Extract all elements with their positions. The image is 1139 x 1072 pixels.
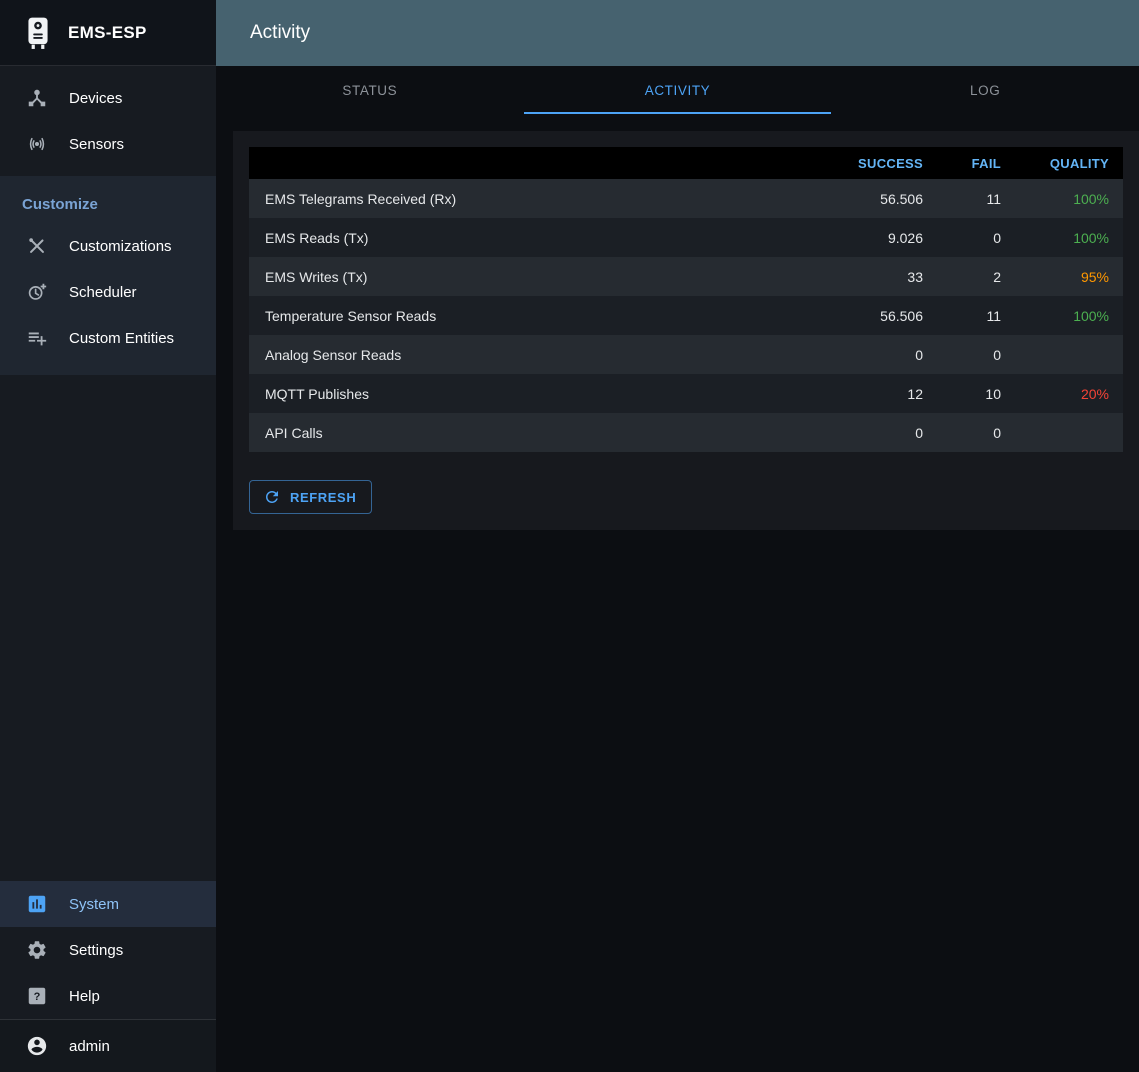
row-quality: 95% bbox=[1080, 268, 1109, 285]
app-logo-bar: EMS-ESP bbox=[0, 0, 216, 66]
table-row: API Calls 0 0 bbox=[249, 413, 1123, 452]
refresh-icon bbox=[263, 488, 281, 506]
tab-bar: STATUS ACTIVITY LOG bbox=[216, 66, 1139, 114]
sidebar-user[interactable]: admin bbox=[0, 1020, 216, 1072]
sidebar-spacer bbox=[0, 375, 216, 881]
sidebar-item-help[interactable]: ? Help bbox=[0, 973, 216, 1019]
tab-label: ACTIVITY bbox=[644, 82, 711, 98]
row-name: Temperature Sensor Reads bbox=[265, 307, 437, 324]
sidebar-item-devices[interactable]: Devices bbox=[0, 75, 216, 121]
row-fail: 0 bbox=[993, 346, 1001, 363]
active-tab-indicator bbox=[523, 112, 832, 114]
row-success: 12 bbox=[907, 385, 923, 402]
row-success: 0 bbox=[915, 346, 923, 363]
help-icon: ? bbox=[26, 985, 48, 1007]
sidebar-item-custom-entities[interactable]: Custom Entities bbox=[0, 315, 216, 361]
row-success: 9.026 bbox=[887, 229, 923, 246]
account-circle-icon bbox=[26, 1035, 48, 1057]
table-row: EMS Telegrams Received (Rx) 56.506 11 100% bbox=[249, 179, 1123, 218]
row-name: EMS Telegrams Received (Rx) bbox=[265, 190, 457, 207]
ems-esp-logo-icon bbox=[24, 16, 52, 50]
row-quality: 20% bbox=[1080, 385, 1109, 402]
page-title: Activity bbox=[250, 22, 311, 43]
sidebar-item-label: Customizations bbox=[69, 237, 172, 255]
refresh-button[interactable]: REFRESH bbox=[249, 480, 373, 514]
sidebar: EMS-ESP Devices Sensors Customize Customi… bbox=[0, 0, 216, 1072]
table-row: EMS Reads (Tx) 9.026 0 100% bbox=[249, 218, 1123, 257]
row-name: API Calls bbox=[265, 424, 323, 441]
bar-chart-icon bbox=[26, 893, 48, 915]
row-quality bbox=[1015, 413, 1123, 452]
tab-label: STATUS bbox=[342, 82, 398, 98]
activity-card: SUCCESS FAIL QUALITY EMS Telegrams Receive… bbox=[233, 131, 1139, 530]
tab-status[interactable]: STATUS bbox=[216, 66, 524, 114]
row-quality: 100% bbox=[1073, 229, 1109, 246]
row-fail: 10 bbox=[985, 385, 1001, 402]
table-header-row: SUCCESS FAIL QUALITY bbox=[249, 147, 1123, 179]
row-name: MQTT Publishes bbox=[265, 385, 369, 402]
gear-icon bbox=[26, 939, 48, 961]
row-quality: 100% bbox=[1073, 190, 1109, 207]
sidebar-item-label: System bbox=[69, 895, 120, 913]
user-name: admin bbox=[69, 1037, 110, 1055]
column-header-name bbox=[249, 147, 825, 179]
sidebar-item-scheduler[interactable]: Scheduler bbox=[0, 269, 216, 315]
sidebar-item-label: Scheduler bbox=[69, 283, 137, 301]
row-fail: 0 bbox=[993, 424, 1001, 441]
tab-label: LOG bbox=[970, 82, 1001, 98]
row-success: 56.506 bbox=[880, 190, 923, 207]
row-success: 0 bbox=[915, 424, 923, 441]
row-fail: 2 bbox=[993, 268, 1001, 285]
table-row: MQTT Publishes 12 10 20% bbox=[249, 374, 1123, 413]
row-name: Analog Sensor Reads bbox=[265, 346, 402, 363]
sidebar-item-customizations[interactable]: Customizations bbox=[0, 223, 216, 269]
sidebar-divider bbox=[0, 1019, 216, 1020]
app-bar: Activity bbox=[216, 0, 1139, 66]
tab-log[interactable]: LOG bbox=[831, 66, 1139, 114]
row-name: EMS Writes (Tx) bbox=[265, 268, 368, 285]
refresh-button-label: REFRESH bbox=[290, 489, 357, 505]
row-success: 33 bbox=[907, 268, 923, 285]
device-hub-icon bbox=[26, 87, 48, 109]
customize-section-label: Customize bbox=[22, 196, 98, 213]
row-fail: 0 bbox=[993, 229, 1001, 246]
row-fail: 11 bbox=[986, 190, 1001, 207]
sidebar-item-system[interactable]: System bbox=[0, 881, 216, 927]
tab-activity[interactable]: ACTIVITY bbox=[523, 66, 832, 114]
sidebar-nav-bottom: System Settings? Help bbox=[0, 881, 216, 1019]
svg-text:?: ? bbox=[34, 991, 41, 1003]
playlist-add-icon bbox=[26, 327, 48, 349]
row-fail: 11 bbox=[986, 307, 1001, 324]
sensors-icon bbox=[26, 133, 48, 155]
table-row: Analog Sensor Reads 0 0 bbox=[249, 335, 1123, 374]
sidebar-item-label: Settings bbox=[69, 941, 124, 959]
row-quality: 100% bbox=[1073, 307, 1109, 324]
tools-icon bbox=[26, 235, 48, 257]
table-row: Temperature Sensor Reads 56.506 11 100% bbox=[249, 296, 1123, 335]
sidebar-customize-section: Customize Customizations Scheduler Custom … bbox=[0, 176, 216, 375]
app-title: EMS-ESP bbox=[68, 22, 147, 42]
table-body: EMS Telegrams Received (Rx) 56.506 11 100% E… bbox=[249, 179, 1123, 452]
sidebar-item-label: Sensors bbox=[69, 135, 125, 153]
main-area: Activity STATUS ACTIVITY LOG SUCCESS FAIL QU… bbox=[216, 0, 1139, 1072]
sidebar-item-label: Help bbox=[69, 987, 100, 1005]
sidebar-nav-main: Devices Sensors bbox=[0, 66, 216, 176]
column-header-fail: FAIL bbox=[937, 147, 1015, 179]
row-success: 56.506 bbox=[880, 307, 923, 324]
sidebar-item-label: Custom Entities bbox=[69, 329, 175, 347]
sidebar-item-settings[interactable]: Settings bbox=[0, 927, 216, 973]
sidebar-nav-customize: Customizations Scheduler Custom Entities bbox=[0, 223, 216, 361]
sidebar-item-sensors[interactable]: Sensors bbox=[0, 121, 216, 167]
row-quality bbox=[1015, 335, 1123, 374]
column-header-success: SUCCESS bbox=[825, 147, 937, 179]
sidebar-item-label: Devices bbox=[69, 89, 123, 107]
table-row: EMS Writes (Tx) 33 2 95% bbox=[249, 257, 1123, 296]
column-header-quality: QUALITY bbox=[1015, 147, 1123, 179]
row-name: EMS Reads (Tx) bbox=[265, 229, 369, 246]
schedule-add-icon bbox=[26, 281, 48, 303]
activity-table: SUCCESS FAIL QUALITY EMS Telegrams Receive… bbox=[249, 147, 1123, 452]
